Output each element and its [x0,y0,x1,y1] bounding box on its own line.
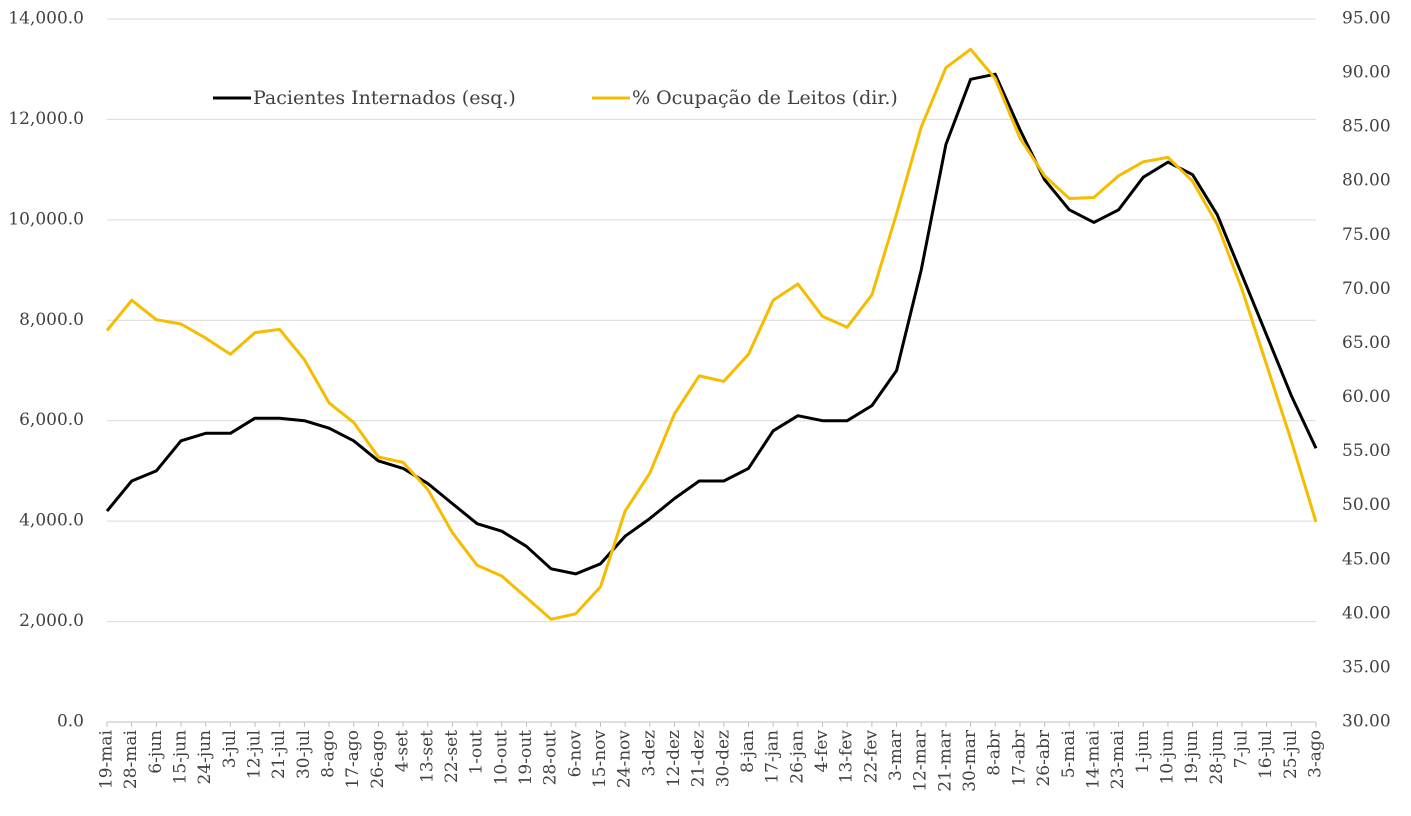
x-tick-label: 3-ago [1306,730,1326,778]
x-tick-label: 22-set [442,730,462,783]
x-tick-label: 3-jul [220,730,240,768]
x-tick-label: 14-mai [1083,729,1103,789]
x-tick-label: 10-jun [1157,730,1177,785]
x-tick-label: 17-abr [1009,729,1029,786]
x-tick-label: 3-dez [639,730,659,777]
x-tick-label: 8-jan [738,730,758,773]
series-line [105,47,1318,621]
y-tick-label: 14,000.0 [8,9,84,29]
y-tick-label: 6,000.0 [19,410,84,430]
x-tick-label: 21-jul [269,730,289,779]
x-tick-label: 13-fev [837,730,857,784]
y-tick-label: 4,000.0 [19,511,84,531]
x-tick-label: 10-out [491,730,511,786]
x-tick-label: 24-jun [195,730,215,785]
x-tick-label: 6-jun [146,730,166,774]
y2-tick-label: 50.00 [1342,495,1391,515]
y2-tick-label: 70.00 [1342,279,1391,299]
y2-tick-label: 75.00 [1342,225,1391,245]
x-tick-label: 13-set [417,730,437,783]
x-tick-label: 4-set [393,730,413,772]
x-tick-label: 21-mar [935,729,955,792]
y2-tick-label: 95.00 [1342,9,1391,29]
x-tick-label: 15-jun [171,730,191,785]
x-tick-label: 5-mai [1059,729,1079,778]
y-tick-label: 2,000.0 [19,611,84,631]
x-tick-label: 15-nov [590,730,610,789]
y2-tick-label: 45.00 [1342,549,1391,569]
legend: Pacientes Internados (esq.) % Ocupação de… [213,87,898,109]
y-tick-label: 8,000.0 [19,310,84,330]
x-tick-label: 21-dez [689,730,709,787]
y2-tick-label: 85.00 [1342,117,1391,137]
x-tick-label: 28-out [541,730,561,786]
x-tick-label: 17-ago [343,730,363,789]
y2-tick-label: 35.00 [1342,657,1391,677]
y2-tick-label: 65.00 [1342,333,1391,353]
x-tick-label: 17-jan [763,730,783,784]
legend-label: % Ocupação de Leitos (dir.) [632,87,898,109]
y2-tick-label: 80.00 [1342,171,1391,191]
y-tick-label: 0.0 [57,712,84,732]
y-tick-label: 12,000.0 [8,109,84,129]
y2-tick-label: 40.00 [1342,603,1391,623]
x-tick-label: 30-jul [294,730,314,779]
x-tick-label: 30-dez [713,730,733,787]
x-tick-label: 28-jun [1207,730,1227,785]
y2-tick-label: 55.00 [1342,441,1391,461]
x-tick-label: 26-abr [1034,729,1054,786]
x-tick-label: 6-nov [565,730,585,778]
x-tick-label: 19-out [516,730,536,786]
x-tick-label: 7-jul [1231,730,1251,768]
series-line [105,72,1318,576]
x-tick-label: 1-out [467,730,487,775]
x-tick-label: 23-mai [1108,729,1128,789]
x-tick-label: 8-ago [319,730,339,778]
legend-label: Pacientes Internados (esq.) [253,87,516,109]
x-tick-label: 19-jun [1182,730,1202,785]
y2-tick-label: 60.00 [1342,387,1391,407]
x-tick-label: 19-mai [97,729,117,789]
x-tick-label: 26-jan [787,730,807,784]
x-tick-label: 22-fev [861,730,881,784]
y2-tick-label: 90.00 [1342,63,1391,83]
x-tick-label: 30-mar [960,729,980,792]
x-tick-label: 16-jul [1256,730,1276,779]
x-tick-label: 12-mar [911,729,931,792]
x-tick-label: 12-dez [664,730,684,787]
y-tick-label: 10,000.0 [8,209,84,229]
x-tick-label: 8-abr [985,729,1005,776]
x-tick-label: 12-jul [245,730,265,779]
x-tick-label: 26-ago [368,730,388,789]
x-tick-label: 28-mai [121,729,141,789]
x-tick-label: 4-fev [812,730,832,773]
x-tick-label: 25-jul [1281,730,1301,779]
x-tick-label: 24-nov [615,730,635,789]
y2-tick-label: 30.00 [1342,712,1391,732]
x-tick-label: 1-jun [1133,730,1153,774]
x-tick-label: 3-mar [886,729,906,781]
